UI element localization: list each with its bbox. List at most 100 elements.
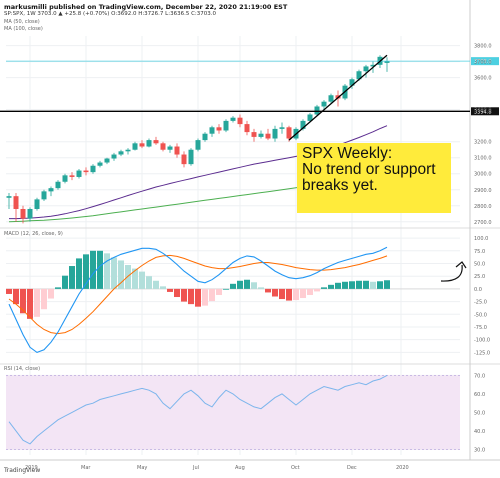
macd-tick-label: -50.0 bbox=[474, 312, 487, 318]
macd-histogram-bar bbox=[356, 280, 362, 289]
macd-histogram-bar bbox=[139, 271, 145, 289]
candle-body bbox=[125, 149, 131, 152]
rsi-band-fill bbox=[6, 375, 460, 450]
macd-histogram-bar bbox=[223, 288, 229, 290]
macd-histogram-bar bbox=[349, 281, 355, 289]
macd-histogram-bar bbox=[55, 287, 61, 289]
macd-histogram-bar bbox=[27, 288, 33, 319]
candle-body bbox=[111, 154, 117, 159]
rsi-tick-label: 50.0 bbox=[474, 410, 485, 416]
rsi-line bbox=[8, 374, 388, 445]
candle-body bbox=[34, 199, 40, 209]
last-price-label: 3703.0 bbox=[474, 59, 492, 65]
macd-histogram-bar bbox=[230, 283, 236, 289]
candle-body bbox=[118, 151, 124, 155]
time-tick-label: Oct bbox=[291, 465, 300, 471]
macd-histogram-bar bbox=[41, 288, 47, 310]
time-tick-label: Mar bbox=[81, 465, 91, 471]
time-tick-label: Jul bbox=[192, 465, 199, 471]
macd-histogram-bar bbox=[258, 287, 264, 289]
macd-histogram-bar bbox=[188, 288, 194, 305]
macd-histogram-bar bbox=[69, 266, 75, 289]
candle-body bbox=[48, 188, 54, 192]
macd-line bbox=[8, 246, 388, 354]
macd-tick-label: 0.0 bbox=[474, 287, 482, 293]
macd-histogram-bar bbox=[34, 288, 40, 317]
candle-body bbox=[300, 120, 306, 129]
macd-histogram-bar bbox=[321, 287, 327, 289]
ma-legend-short[interactable]: MA (50, close) bbox=[4, 19, 40, 25]
macd-histogram-bar bbox=[20, 288, 26, 314]
candle-body bbox=[216, 127, 222, 131]
macd-histogram-bar bbox=[272, 288, 278, 297]
macd-histogram-bar bbox=[48, 288, 54, 299]
rsi-tick-label: 60.0 bbox=[474, 392, 485, 398]
candle-body bbox=[27, 208, 33, 219]
candle-body bbox=[195, 140, 201, 150]
macd-histogram-bar bbox=[195, 288, 201, 307]
rsi-value-line bbox=[8, 374, 388, 445]
candle-body bbox=[174, 146, 180, 155]
macd-histogram-bar bbox=[300, 288, 306, 299]
macd-legend[interactable]: MACD (12, 26, close, 9) bbox=[4, 231, 63, 237]
macd-histogram-bar bbox=[202, 288, 208, 306]
macd-tick-label: -25.0 bbox=[474, 300, 487, 306]
annotation-line: No trend or support bbox=[302, 161, 436, 178]
macd-histogram-bar bbox=[244, 279, 250, 289]
candle-body bbox=[384, 61, 390, 63]
candle-body bbox=[314, 106, 320, 115]
price-tick-label: 3800.0 bbox=[474, 44, 492, 50]
axis-labels: 3800.0 3700.0 3600.0 3400.0 3200.0 3100.0 3000… bbox=[25, 44, 492, 471]
macd-tick-label: -75.0 bbox=[474, 325, 487, 331]
candle-body bbox=[244, 124, 250, 133]
candle-body bbox=[132, 143, 138, 150]
tradingview-logo: TradingView bbox=[4, 467, 41, 474]
price-tick-label: 3700.0 bbox=[474, 60, 492, 66]
candle-body bbox=[83, 170, 89, 173]
curved-arrow-icon bbox=[440, 264, 463, 282]
candle-body bbox=[69, 175, 75, 177]
candle-body bbox=[321, 101, 327, 107]
macd-histogram-bar bbox=[237, 280, 243, 289]
rsi-tick-label: 70.0 bbox=[474, 373, 485, 379]
candle-body bbox=[272, 128, 278, 139]
macd-lines bbox=[8, 246, 388, 354]
candle-body bbox=[286, 127, 292, 139]
price-tick-label: 3600.0 bbox=[474, 76, 492, 82]
candle-body bbox=[265, 133, 271, 139]
macd-tick-label: -100.0 bbox=[474, 338, 490, 344]
macd-histogram-bar bbox=[314, 288, 320, 292]
candle-body bbox=[20, 208, 26, 219]
candle-body bbox=[55, 181, 61, 189]
candle-body bbox=[76, 170, 82, 177]
rsi-legend[interactable]: RSI (14, close) bbox=[4, 366, 41, 372]
macd-histogram-bar bbox=[328, 284, 334, 289]
macd-histogram-bar bbox=[174, 288, 180, 298]
macd-tick-label: 100.0 bbox=[474, 236, 488, 242]
macd-histogram-bar bbox=[118, 260, 124, 289]
candle-body bbox=[160, 143, 166, 150]
time-tick-label: 2020 bbox=[396, 465, 409, 471]
macd-histogram-bar bbox=[293, 288, 299, 301]
candle-body bbox=[90, 165, 96, 173]
annotation-line: SPX Weekly: bbox=[302, 145, 393, 162]
candle-body bbox=[188, 149, 194, 165]
annotation-callout: SPX Weekly: No trend or support breaks y… bbox=[297, 143, 451, 213]
macd-histogram-bar bbox=[97, 250, 103, 289]
price-reference-lines: 3394.8 3703.0 bbox=[0, 54, 499, 141]
macd-histogram-bar bbox=[13, 288, 19, 305]
candle-body bbox=[202, 133, 208, 141]
candle-body bbox=[104, 158, 110, 163]
macd-histogram-bar bbox=[167, 288, 173, 292]
candle-body bbox=[181, 154, 187, 165]
ma-legend-long[interactable]: MA (100, close) bbox=[4, 26, 43, 32]
macd-histogram-bar bbox=[251, 282, 257, 289]
panel-separators bbox=[0, 0, 500, 461]
candle-body bbox=[153, 140, 159, 144]
candle-body bbox=[237, 117, 243, 125]
symbol-info-line: SP:SPX, 1W 3703.0 ▲ +25.8 (+0.70%) O:369… bbox=[4, 11, 217, 17]
hand-drawn-arrow bbox=[440, 261, 467, 282]
macd-histogram-bar bbox=[104, 253, 110, 289]
macd-histogram-bar bbox=[265, 288, 271, 293]
